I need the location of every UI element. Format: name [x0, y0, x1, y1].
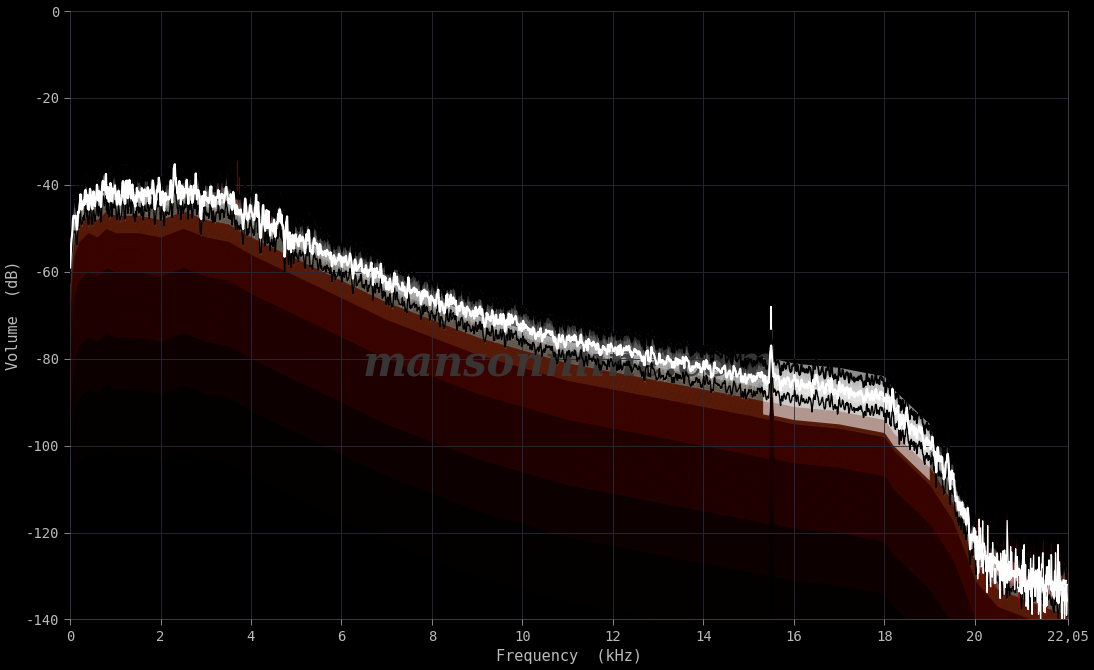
Y-axis label: Volume  (dB): Volume (dB): [5, 261, 21, 370]
X-axis label: Frequency  (kHz): Frequency (kHz): [496, 649, 642, 665]
Text: mansonnline.com: mansonnline.com: [362, 343, 776, 385]
